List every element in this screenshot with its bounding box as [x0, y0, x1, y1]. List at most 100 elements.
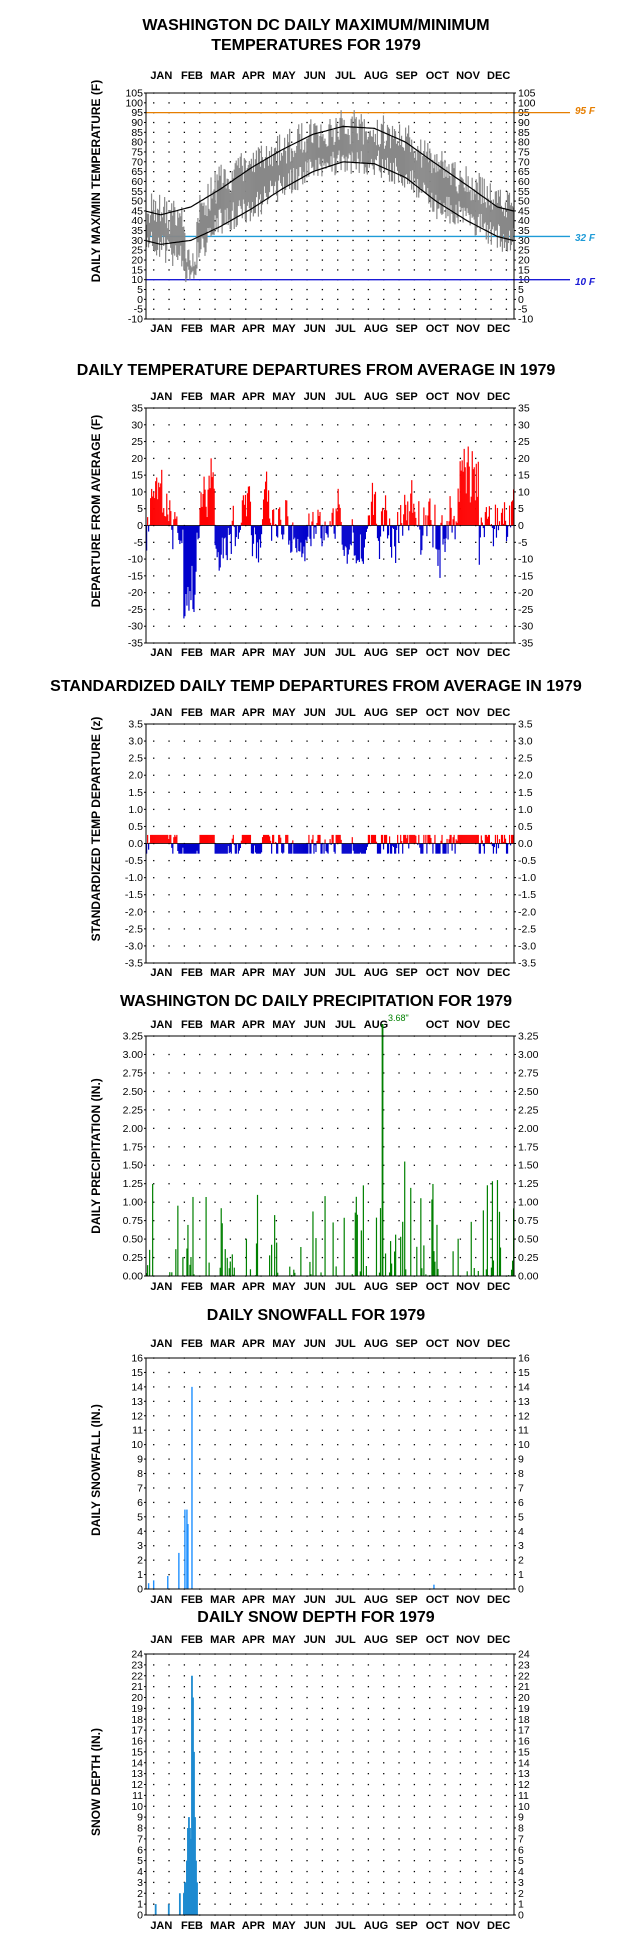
dep-daily-bar: [408, 526, 409, 531]
precip-daily-bar: [300, 1247, 301, 1276]
dep-daily-bar: [292, 522, 293, 525]
depth-right-tick-label: 23: [518, 1659, 530, 1671]
precip-daily-bar: [493, 1260, 494, 1276]
std-daily-bar: [261, 844, 262, 853]
depth-left-tick-label: 14: [131, 1757, 143, 1769]
std-daily-bar: [198, 844, 199, 854]
precip-daily-bar: [483, 1210, 484, 1276]
snow-left-tick-label: 16: [131, 1353, 143, 1365]
precip-daily-bar: [222, 1223, 223, 1276]
dep-daily-bar: [439, 526, 440, 578]
dep-left-tick-label: 25: [131, 436, 143, 448]
depth-right-tick-label: 21: [518, 1681, 530, 1693]
prcp-bottom-month-label: MAR: [210, 1281, 235, 1293]
snow-top-month-label: NOV: [456, 1338, 481, 1350]
std-daily-bar: [497, 835, 498, 844]
precip-daily-bar: [395, 1235, 396, 1276]
std-daily-bar: [445, 844, 446, 854]
std-daily-bar: [273, 835, 274, 844]
dep-daily-bar: [407, 501, 408, 525]
std-daily-bar: [307, 844, 308, 854]
precip-daily-bar: [246, 1239, 247, 1276]
depth-top-month-label: NOV: [456, 1634, 481, 1646]
depth-bottom-month-label: FEB: [181, 1920, 203, 1932]
dep-bottom-month-label: DEC: [487, 647, 510, 659]
std-top-month-label: DEC: [487, 707, 510, 719]
dep-daily-bar: [505, 521, 506, 526]
dep-top-month-label: JUL: [335, 391, 356, 403]
prcp-bottom-month-label: JUL: [335, 1281, 356, 1293]
depth-right-tick-label: 2: [518, 1888, 524, 1900]
snow-right-tick-label: 1: [518, 1569, 524, 1581]
dep-daily-bar: [147, 517, 148, 525]
depth-top-month-label: JUN: [304, 1634, 326, 1646]
dep-left-tick-label: 30: [131, 419, 143, 431]
std-bottom-month-label: FEB: [181, 967, 203, 979]
snow-top-month-label: APR: [242, 1338, 265, 1350]
precip-daily-bar: [232, 1254, 233, 1276]
precip-daily-bar: [324, 1196, 325, 1276]
dep-daily-bar: [273, 509, 274, 525]
precip-daily-bar: [190, 1257, 191, 1276]
snowdepth-daily-bar: [168, 1904, 170, 1915]
precip-daily-bar: [402, 1222, 403, 1276]
dep-bottom-month-label: JUL: [335, 647, 356, 659]
dep-daily-bar: [478, 462, 479, 526]
std-daily-bar: [396, 844, 397, 849]
temp-bottom-month-label: APR: [242, 323, 265, 335]
dep-daily-bar: [418, 501, 419, 525]
precipitation-y-axis-label: DAILY PRECIPITATION (IN.): [89, 996, 103, 1316]
dep-right-tick-label: 10: [518, 486, 530, 498]
snow-bottom-month-label: JAN: [150, 1594, 172, 1606]
depth-right-tick-label: 16: [518, 1736, 530, 1748]
depth-plot-area: [146, 1654, 514, 1915]
snow-left-tick-label: 0: [137, 1584, 143, 1596]
precip-daily-bar: [361, 1230, 362, 1276]
std-daily-bar: [425, 835, 426, 844]
precip-daily-bar: [171, 1272, 172, 1276]
prcp-left-tick-label: 1.00: [123, 1197, 144, 1209]
precip-daily-bar: [230, 1262, 231, 1276]
precip-daily-bar: [391, 1264, 392, 1276]
prcp-left-tick-label: 2.50: [123, 1086, 144, 1098]
snow-bottom-month-label: MAY: [272, 1594, 296, 1606]
dep-daily-bar: [315, 526, 316, 534]
snow-left-tick-label: 11: [132, 1425, 143, 1437]
snow-right-tick-label: 16: [518, 1353, 530, 1365]
precip-daily-bar: [175, 1249, 176, 1276]
dep-top-month-label: OCT: [426, 391, 450, 403]
dep-daily-bar: [502, 508, 503, 525]
dep-daily-bar: [426, 526, 427, 537]
snow-right-tick-label: 4: [518, 1526, 524, 1538]
prcp-left-tick-label: 1.50: [123, 1160, 144, 1172]
std-daily-bar: [310, 844, 311, 854]
prcp-left-tick-label: 0.00: [123, 1271, 144, 1283]
std-daily-bar: [369, 835, 370, 844]
temp-top-month-label: SEP: [396, 70, 418, 82]
depth-top-month-label: AUG: [364, 1634, 388, 1646]
dep-bottom-month-label: NOV: [456, 647, 481, 659]
snow-top-month-label: OCT: [426, 1338, 450, 1350]
precip-daily-bar: [478, 1271, 479, 1276]
prcp-left-tick-label: 2.25: [123, 1104, 144, 1116]
snow-bottom-month-label: APR: [242, 1594, 265, 1606]
ref-label-32f: 32 F: [575, 233, 595, 244]
snow-left-tick-label: 5: [137, 1511, 143, 1523]
dep-daily-bar: [395, 526, 396, 563]
dep-daily-bar: [170, 511, 171, 525]
std-daily-bar: [382, 835, 383, 844]
dep-right-tick-label: -20: [518, 587, 533, 599]
snow-left-tick-label: 8: [137, 1468, 143, 1480]
standardized-y-axis-label: STANDARDIZED TEMP DEPARTURE (z): [89, 669, 103, 989]
depth-left-tick-label: 0: [137, 1910, 143, 1922]
dep-daily-bar: [307, 526, 308, 537]
snow-right-tick-label: 12: [518, 1410, 530, 1422]
std-right-tick-label: -3.0: [518, 940, 536, 952]
dep-bottom-month-label: MAR: [210, 647, 235, 659]
precip-daily-bar: [187, 1225, 188, 1276]
std-bottom-month-label: SEP: [396, 967, 418, 979]
std-daily-bar: [383, 844, 384, 850]
std-daily-bar: [484, 844, 485, 854]
dep-daily-bar: [447, 526, 448, 540]
